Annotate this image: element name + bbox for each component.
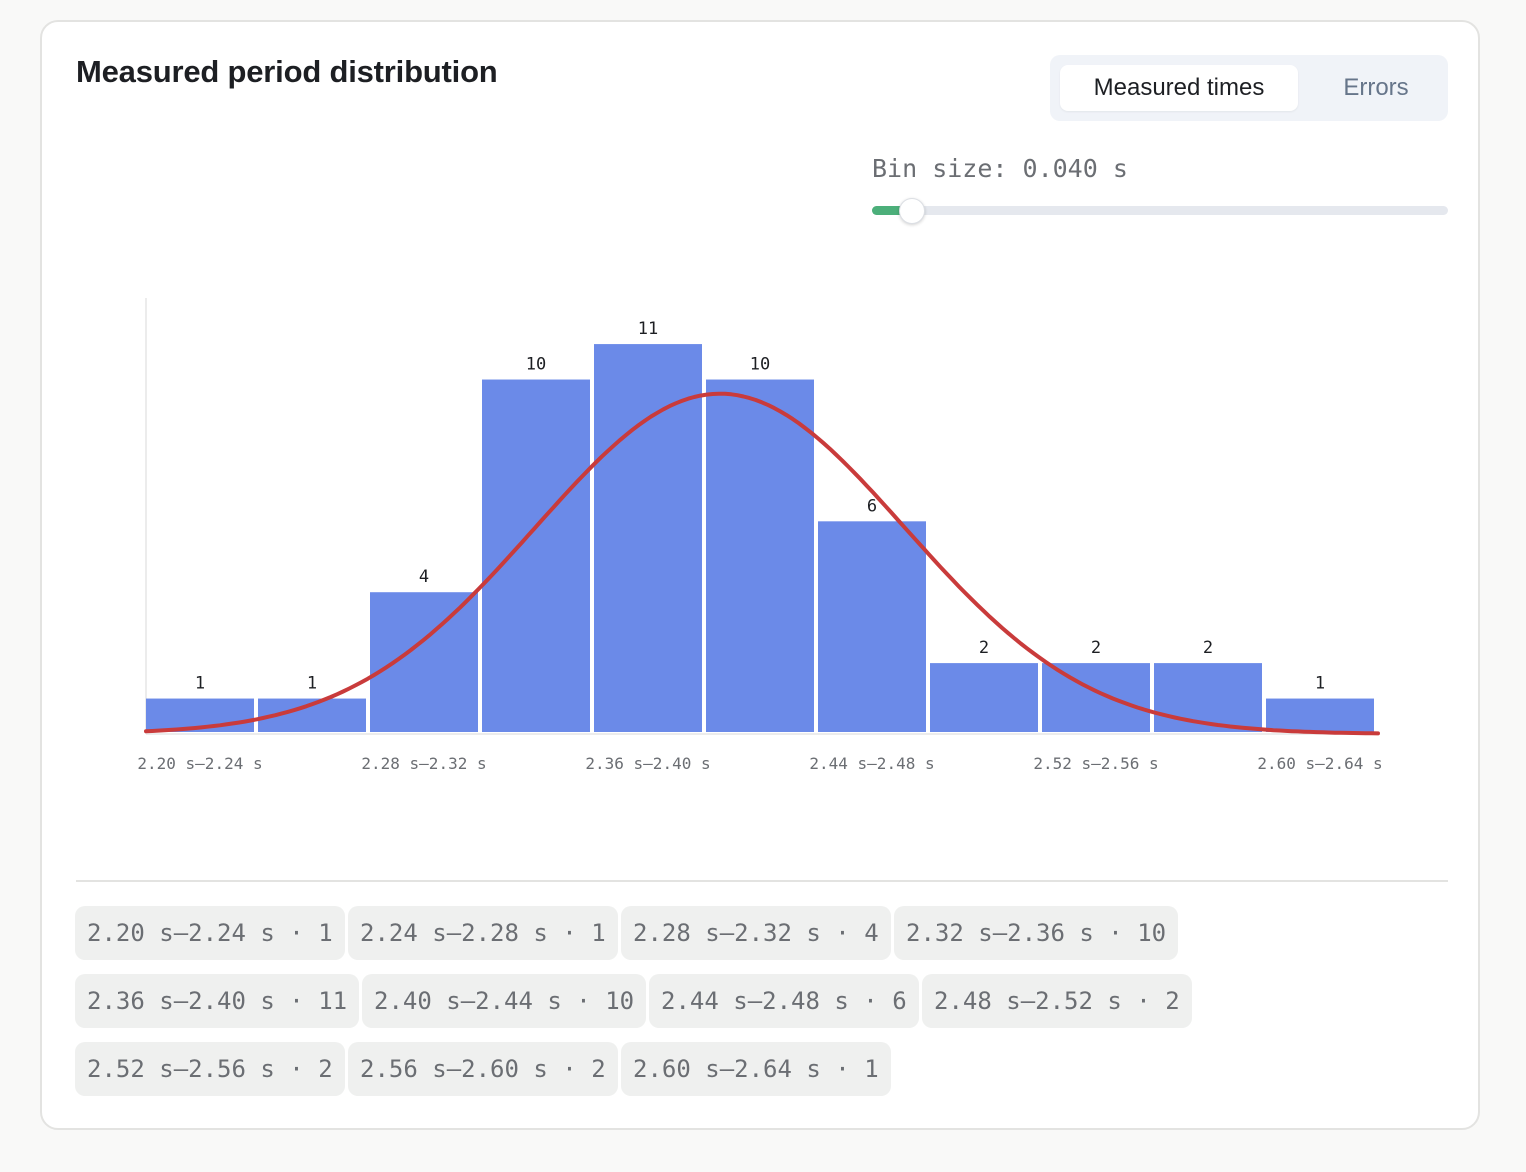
bar [370, 592, 478, 732]
bar-value-label: 11 [638, 319, 658, 339]
x-tick-label: 2.60 s–2.64 s [1257, 754, 1382, 773]
bar-value-label: 1 [195, 674, 205, 694]
slider-fill [872, 206, 913, 215]
x-tick-label: 2.52 s–2.56 s [1033, 754, 1158, 773]
bin-chip: 2.52 s–2.56 s · 2 [75, 1042, 345, 1096]
bar-value-label: 1 [1315, 674, 1325, 694]
tab-errors[interactable]: Errors [1343, 74, 1409, 101]
bar [1266, 698, 1374, 732]
bar-value-label: 2 [979, 638, 989, 658]
bar [594, 344, 702, 732]
bin-chip: 2.36 s–2.40 s · 11 [75, 974, 360, 1028]
bin-chip: 2.32 s–2.36 s · 10 [894, 906, 1179, 960]
view-toggle: Measured times Errors [1050, 55, 1448, 121]
bar-value-label: 4 [419, 567, 429, 587]
bin-chip: 2.20 s–2.24 s · 1 [75, 906, 345, 960]
bar [482, 379, 590, 732]
x-tick-label: 2.28 s–2.32 s [361, 754, 486, 773]
bar-value-label: 1 [307, 674, 317, 694]
bin-chip: 2.44 s–2.48 s · 6 [649, 974, 919, 1028]
bar-value-label: 2 [1203, 638, 1213, 658]
bin-chip: 2.40 s–2.44 s · 10 [362, 974, 647, 1028]
bin-chip: 2.24 s–2.28 s · 1 [348, 906, 618, 960]
bar-value-label: 10 [526, 355, 546, 375]
slider-track [872, 206, 1448, 215]
histogram-card: Measured period distribution Measured ti… [40, 20, 1480, 1130]
bar-value-label: 2 [1091, 638, 1101, 658]
card-title: Measured period distribution [76, 54, 498, 89]
bin-chip: 2.56 s–2.60 s · 2 [348, 1042, 618, 1096]
bin-chip: 2.28 s–2.32 s · 4 [621, 906, 891, 960]
bin-chip: 2.60 s–2.64 s · 1 [621, 1042, 891, 1096]
slider-thumb[interactable] [899, 198, 926, 224]
bar [1042, 663, 1150, 732]
bar [706, 379, 814, 732]
bin-size-slider[interactable] [872, 198, 1448, 224]
bar [930, 663, 1038, 732]
x-tick-label: 2.44 s–2.48 s [809, 754, 934, 773]
bin-size-label: Bin size: 0.040 s [872, 154, 1128, 183]
fit-curve [144, 391, 1380, 736]
bin-chip: 2.48 s–2.52 s · 2 [922, 974, 1192, 1028]
divider [76, 880, 1448, 882]
bar [818, 521, 926, 732]
tab-measured-times[interactable]: Measured times [1060, 65, 1298, 111]
x-tick-label: 2.36 s–2.40 s [585, 754, 710, 773]
bar-value-label: 10 [750, 355, 770, 375]
bar [1154, 663, 1262, 732]
bar-value-label: 6 [867, 496, 877, 516]
x-tick-label: 2.20 s–2.24 s [137, 754, 262, 773]
